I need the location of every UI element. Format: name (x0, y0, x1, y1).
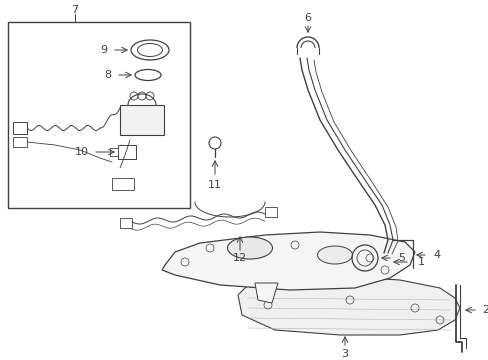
Text: 5: 5 (397, 253, 404, 263)
Ellipse shape (135, 69, 161, 81)
Ellipse shape (317, 246, 352, 264)
Bar (120, 105, 163, 135)
Text: 6: 6 (304, 13, 311, 23)
Text: 11: 11 (207, 180, 222, 190)
Bar (8, 22, 190, 208)
Bar (13, 137, 27, 147)
Bar (118, 145, 136, 159)
Text: 9: 9 (100, 45, 107, 55)
Text: 7: 7 (71, 5, 79, 15)
Polygon shape (162, 232, 414, 290)
Text: 4: 4 (432, 250, 439, 260)
Bar (264, 207, 276, 217)
Text: 12: 12 (232, 253, 246, 263)
Ellipse shape (137, 44, 162, 57)
Bar (112, 178, 134, 190)
Text: 2: 2 (481, 305, 488, 315)
Text: 10: 10 (75, 147, 89, 157)
Bar (110, 148, 118, 156)
Ellipse shape (227, 237, 272, 259)
Text: 1: 1 (417, 257, 424, 267)
Ellipse shape (131, 40, 169, 60)
Bar (120, 218, 132, 228)
Bar (13, 122, 27, 134)
Text: 3: 3 (341, 349, 348, 359)
Polygon shape (238, 278, 459, 335)
Text: 8: 8 (103, 70, 111, 80)
Polygon shape (254, 283, 278, 303)
